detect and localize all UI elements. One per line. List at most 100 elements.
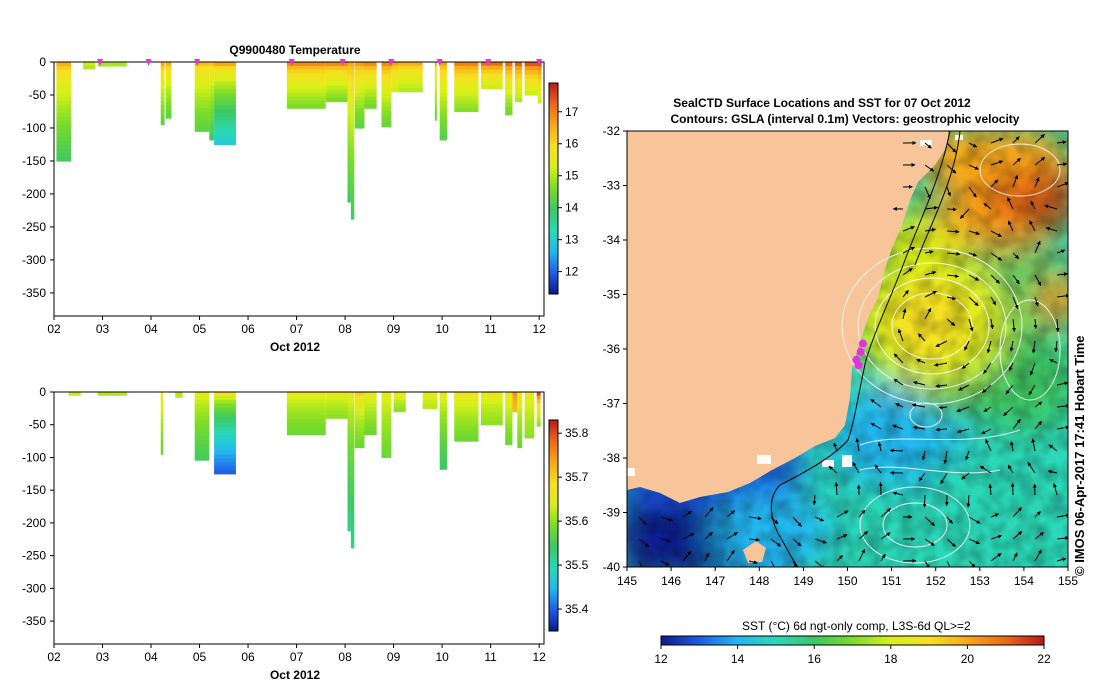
profile-cell bbox=[56, 137, 71, 142]
profile-cell bbox=[454, 92, 479, 97]
velocity-vector bbox=[935, 383, 948, 388]
profile-cell bbox=[194, 100, 210, 105]
colorbar-tick-label: 35.8 bbox=[565, 426, 589, 440]
profile-cell bbox=[209, 128, 215, 133]
seal-locations bbox=[852, 339, 867, 370]
profile-5 bbox=[194, 62, 210, 132]
profile-cell bbox=[398, 65, 423, 71]
profile-cell bbox=[536, 399, 541, 404]
profile-cell bbox=[194, 119, 210, 125]
profile-cell bbox=[160, 411, 164, 416]
profile-cell bbox=[480, 65, 503, 71]
velocity-vector bbox=[912, 425, 926, 430]
profile-9 bbox=[350, 392, 355, 549]
profile-cell bbox=[391, 84, 399, 89]
velocity-vector bbox=[858, 509, 866, 518]
velocity-vector bbox=[833, 442, 838, 452]
profile-cell bbox=[347, 181, 351, 187]
profile-cell bbox=[398, 87, 423, 93]
profile-cell bbox=[160, 77, 165, 83]
profile-cell bbox=[381, 453, 392, 459]
velocity-vector bbox=[990, 274, 1000, 284]
sst-colorbar-tick-label: 18 bbox=[884, 652, 898, 666]
position-marker bbox=[388, 59, 395, 66]
sst-colorbar-ticks: 12 14 16 18 20 22 bbox=[654, 645, 1051, 666]
profile-cell bbox=[194, 444, 210, 449]
profile-cell bbox=[160, 426, 164, 432]
profile-cell bbox=[347, 133, 351, 139]
profile-cell bbox=[350, 539, 355, 545]
profile-cell bbox=[350, 207, 355, 212]
profile-cell bbox=[325, 89, 348, 95]
colorbar-tick-label: 35.4 bbox=[565, 602, 589, 616]
profile-cell bbox=[160, 65, 165, 71]
profile-cell bbox=[194, 81, 210, 86]
profile-cell bbox=[347, 97, 351, 103]
profile-cell bbox=[214, 81, 236, 87]
profile-cell bbox=[505, 66, 513, 71]
profile-cell bbox=[350, 532, 355, 537]
profile-cell bbox=[209, 97, 215, 102]
velocity-vector bbox=[979, 465, 992, 474]
profile-cell bbox=[97, 62, 127, 65]
profile-cell bbox=[347, 177, 351, 183]
profile-cell bbox=[354, 399, 365, 405]
velocity-vector bbox=[902, 308, 907, 320]
profile-7 bbox=[214, 62, 236, 146]
profile-cell bbox=[350, 524, 355, 529]
velocity-vector bbox=[1056, 249, 1066, 254]
profile-cell bbox=[194, 92, 210, 98]
profile-5 bbox=[214, 392, 236, 475]
profile-cell bbox=[381, 395, 392, 401]
profile-cell bbox=[350, 132, 355, 138]
profile-cell bbox=[439, 442, 447, 447]
profile-cell bbox=[381, 434, 392, 439]
profile-cell bbox=[512, 395, 518, 401]
profile-8 bbox=[347, 392, 351, 532]
profile-cell bbox=[214, 423, 236, 428]
profile-cell bbox=[286, 92, 326, 98]
profile-cell bbox=[325, 97, 348, 103]
profile-cell bbox=[194, 88, 210, 94]
profile-cell bbox=[56, 89, 71, 95]
profile-cell bbox=[194, 123, 210, 129]
island bbox=[743, 541, 766, 563]
velocity-vector bbox=[946, 186, 951, 197]
profile-cell bbox=[454, 425, 479, 431]
lat-tick-label: -39 bbox=[603, 506, 621, 520]
profile-cell bbox=[214, 462, 236, 467]
profile-cell bbox=[434, 116, 437, 121]
profile-cell bbox=[347, 185, 351, 191]
profile-cell bbox=[160, 438, 164, 444]
profile-cell bbox=[480, 396, 503, 401]
profile-cell bbox=[194, 127, 210, 132]
profile-cell bbox=[286, 69, 326, 75]
colorbar-tick-label: 17 bbox=[565, 105, 579, 119]
velocity-vector bbox=[1034, 401, 1043, 408]
profile-cell bbox=[56, 62, 71, 67]
profile-cell bbox=[505, 436, 513, 441]
profile-cell bbox=[381, 82, 392, 87]
profile-cell bbox=[160, 442, 164, 448]
profile-cell bbox=[439, 392, 447, 397]
lat-tick-label: -38 bbox=[603, 451, 621, 465]
profile-cell bbox=[354, 407, 365, 413]
velocity-vector bbox=[938, 405, 948, 410]
profile-cell bbox=[347, 506, 351, 512]
velocity-vector bbox=[902, 246, 915, 254]
seal-location-marker bbox=[858, 339, 867, 348]
profile-cell bbox=[194, 400, 210, 405]
profile-cell bbox=[354, 100, 365, 106]
profile-cell bbox=[434, 100, 437, 106]
velocity-vector bbox=[1027, 461, 1036, 474]
profile-cell bbox=[160, 101, 165, 106]
x-tick-label: 03 bbox=[96, 322, 110, 336]
profile-cell bbox=[350, 203, 355, 208]
profile-cell bbox=[537, 74, 542, 79]
velocity-vector bbox=[924, 186, 931, 199]
profile-cell bbox=[194, 436, 210, 441]
map-title: SealCTD Surface Locations and SST for 07… bbox=[673, 96, 971, 110]
lat-tick-label: -34 bbox=[603, 233, 621, 247]
profile-cell bbox=[347, 85, 351, 91]
profile-cell bbox=[165, 98, 172, 103]
